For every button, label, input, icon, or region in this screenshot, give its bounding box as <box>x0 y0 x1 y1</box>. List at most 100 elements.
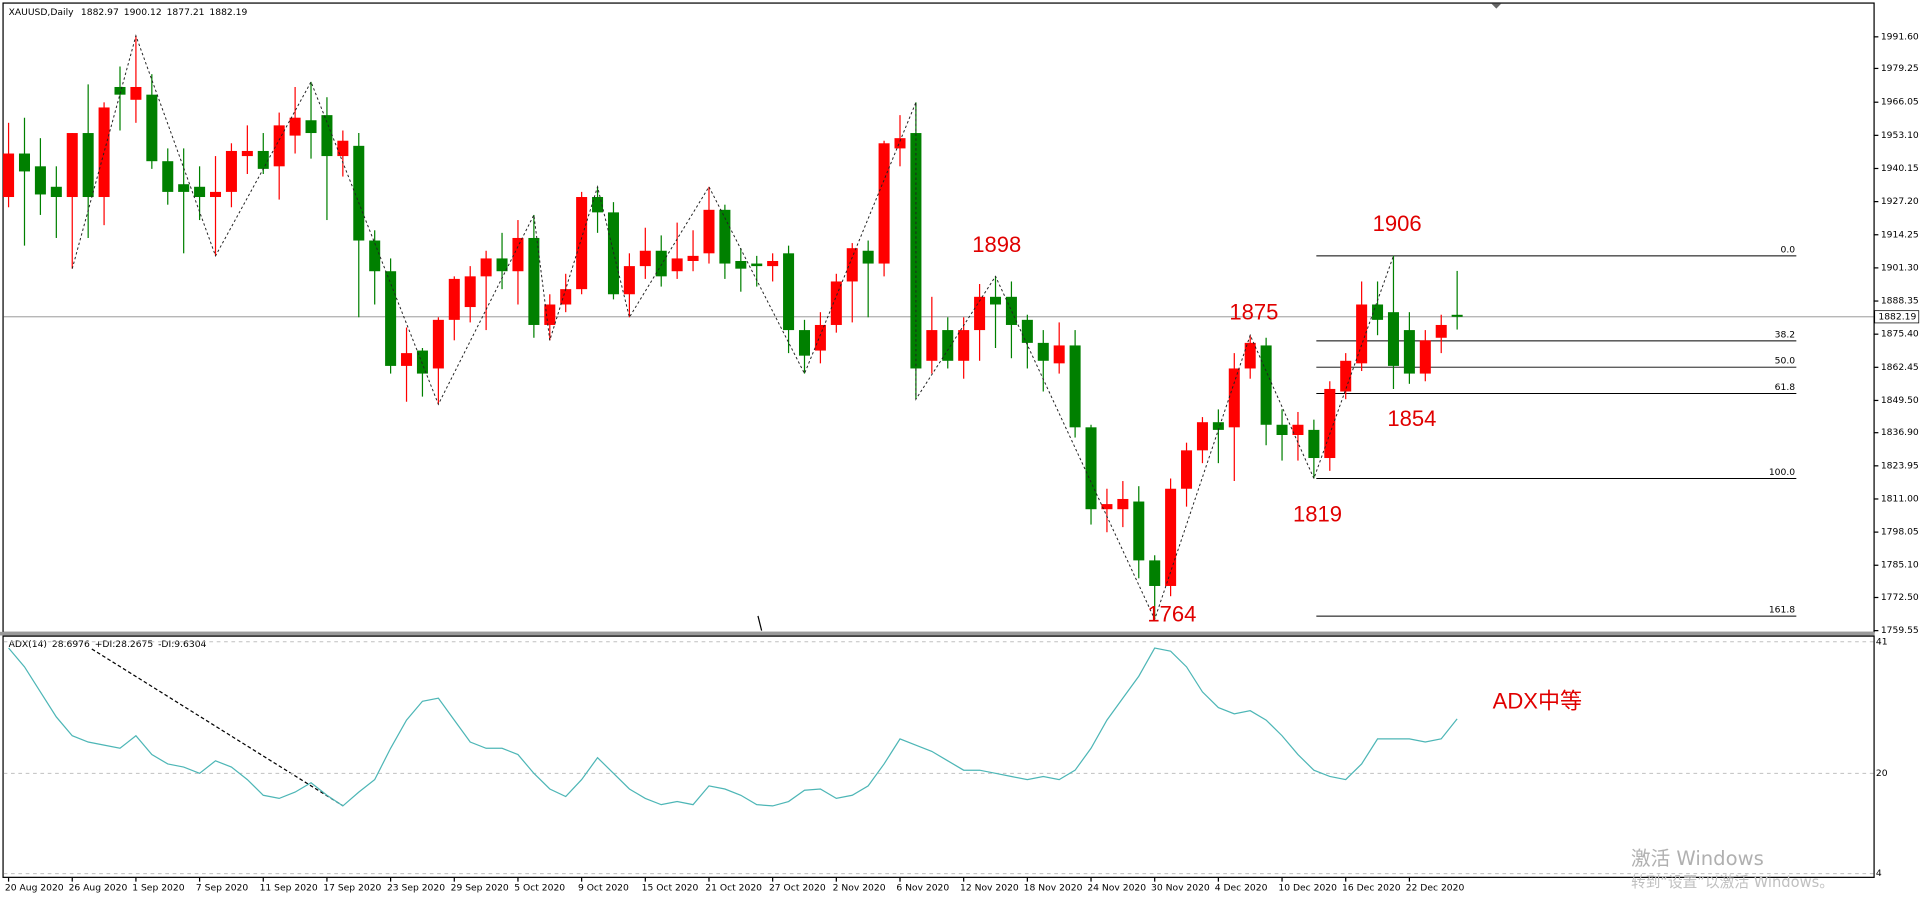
watermark: 激活 Windows <box>1631 847 1764 870</box>
chart-title: XAUUSD,Daily <box>9 7 75 18</box>
candle-body <box>1228 368 1240 428</box>
adx-panel-frame <box>2 635 1875 878</box>
x-tick-label: 20 Aug 2020 <box>5 882 64 893</box>
y-tick-label: 1849.50 <box>1881 395 1919 406</box>
candle-body <box>1101 504 1113 510</box>
x-tick-label: 7 Sep 2020 <box>196 882 248 893</box>
annotation: ADX中等 <box>1493 689 1582 714</box>
y-tick-label: 1811.00 <box>1881 493 1919 504</box>
candle-body <box>735 260 747 269</box>
candle-body <box>369 240 381 272</box>
candle-body <box>655 250 667 277</box>
x-tick-label: 4 Dec 2020 <box>1215 882 1268 893</box>
x-tick-label: 27 Oct 2020 <box>769 882 826 893</box>
candle-body <box>1149 560 1161 586</box>
candle-body <box>1196 422 1208 451</box>
y-tick-label: 1966.05 <box>1881 97 1919 108</box>
x-tick-label: 21 Oct 2020 <box>705 882 762 893</box>
chart-header: XAUUSD,Daily 1882.97 1900.12 1877.21 1882.19 <box>9 7 248 18</box>
candle-body <box>241 150 253 157</box>
x-tick-label: 9 Oct 2020 <box>578 882 629 893</box>
candle-body <box>560 289 572 305</box>
candle-body <box>592 197 604 213</box>
candle-body <box>353 145 365 241</box>
candle-body <box>958 330 970 361</box>
y-tick-label: 1785.10 <box>1881 560 1919 571</box>
y-tick-label: 1875.40 <box>1881 329 1919 340</box>
x-tick-label: 23 Sep 2020 <box>387 882 445 893</box>
y-tick-label: 1953.10 <box>1881 130 1919 141</box>
candle-body <box>210 191 222 198</box>
x-tick-label: 30 Nov 2020 <box>1151 882 1210 893</box>
x-tick-label: 17 Sep 2020 <box>323 882 381 893</box>
candle-body <box>528 237 540 325</box>
candle-body <box>34 166 46 195</box>
candle-body <box>703 209 715 254</box>
candle-body <box>1372 304 1384 320</box>
header-low: 1877.21 <box>167 7 205 18</box>
candle-body <box>464 276 476 308</box>
candle-body <box>401 353 413 366</box>
candle-body <box>114 86 126 95</box>
candle-body <box>1244 342 1256 369</box>
fib-label: 100.0 <box>1769 467 1795 478</box>
candle-body <box>862 250 874 264</box>
candle-body <box>416 350 428 374</box>
candle-body <box>305 120 317 134</box>
x-tick-label: 5 Oct 2020 <box>514 882 565 893</box>
candle-body <box>671 258 683 272</box>
y-tick-label: 1772.50 <box>1881 592 1919 603</box>
candle-body <box>66 133 78 198</box>
candle-body <box>910 133 922 369</box>
candle-body <box>894 138 906 149</box>
candle-body <box>98 107 110 198</box>
candle-body <box>846 248 858 282</box>
candle-body <box>273 125 285 167</box>
candle-body <box>576 197 588 290</box>
fib-label: 38.2 <box>1775 329 1795 340</box>
trend-line <box>757 615 763 631</box>
candle-body <box>257 150 269 169</box>
candle-body <box>1037 342 1049 361</box>
candle-body <box>1133 501 1145 561</box>
x-tick-label: 6 Nov 2020 <box>896 882 949 893</box>
y-tick-label: 4 <box>1876 868 1882 879</box>
candle-body <box>1403 330 1415 374</box>
x-tick-label: 10 Dec 2020 <box>1278 882 1337 893</box>
candle-body <box>146 94 158 162</box>
candle-body <box>1308 429 1320 459</box>
header-open: 1882.97 <box>81 7 119 18</box>
candle-body <box>719 209 731 264</box>
shift-marker <box>1491 3 1502 9</box>
candle-body <box>974 296 986 331</box>
candle-body <box>194 186 206 198</box>
candle-body <box>385 271 397 366</box>
candle-body <box>321 115 333 157</box>
candle-body <box>1212 422 1224 430</box>
candle-body <box>639 250 651 267</box>
candle-body <box>1419 340 1431 374</box>
candle-body <box>1387 312 1399 366</box>
fib-label: 161.8 <box>1769 604 1795 615</box>
y-tick-label: 1823.95 <box>1881 460 1919 471</box>
candle-body <box>1181 450 1193 489</box>
x-tick-label: 22 Dec 2020 <box>1406 882 1465 893</box>
candle-body <box>1117 498 1129 510</box>
candle-body <box>496 258 508 272</box>
adx-header: ADX(14) 28.6976 +DI:28.2675 -DI:9.6304 <box>9 639 207 650</box>
x-tick-label: 11 Sep 2020 <box>260 882 318 893</box>
candle-body <box>1324 388 1336 459</box>
x-tick-label: 2 Nov 2020 <box>833 882 886 893</box>
minus-di-label: -DI: <box>158 639 174 650</box>
y-tick-label: 1979.25 <box>1881 63 1919 74</box>
candle-body <box>1356 304 1368 364</box>
candle-body <box>878 143 890 264</box>
fib-label: 50.0 <box>1775 356 1796 367</box>
price-label: 1882.19 <box>1878 311 1916 322</box>
annotation: 1875 <box>1229 299 1278 324</box>
plus-di-value: 28.2675 <box>115 639 153 650</box>
annotation: 1819 <box>1293 501 1342 526</box>
plus-di-label: +DI: <box>95 639 116 650</box>
